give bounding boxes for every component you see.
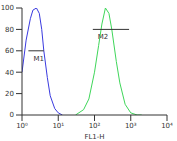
svg-text:FL1-H: FL1-H (84, 133, 104, 141)
svg-text:10¹: 10¹ (52, 122, 64, 130)
svg-text:60: 60 (8, 47, 14, 55)
svg-text:40: 40 (8, 69, 14, 77)
svg-text:M1: M1 (33, 55, 44, 63)
svg-text:80: 80 (8, 26, 14, 34)
svg-text:M2: M2 (98, 33, 109, 41)
svg-text:0: 0 (10, 111, 14, 119)
svg-text:10⁴: 10⁴ (161, 122, 169, 130)
svg-text:10³: 10³ (125, 122, 137, 130)
svg-text:100: 100 (8, 4, 14, 12)
svg-text:10²: 10² (89, 122, 101, 130)
svg-text:10⁰: 10⁰ (16, 122, 28, 130)
svg-text:20: 20 (8, 90, 14, 98)
